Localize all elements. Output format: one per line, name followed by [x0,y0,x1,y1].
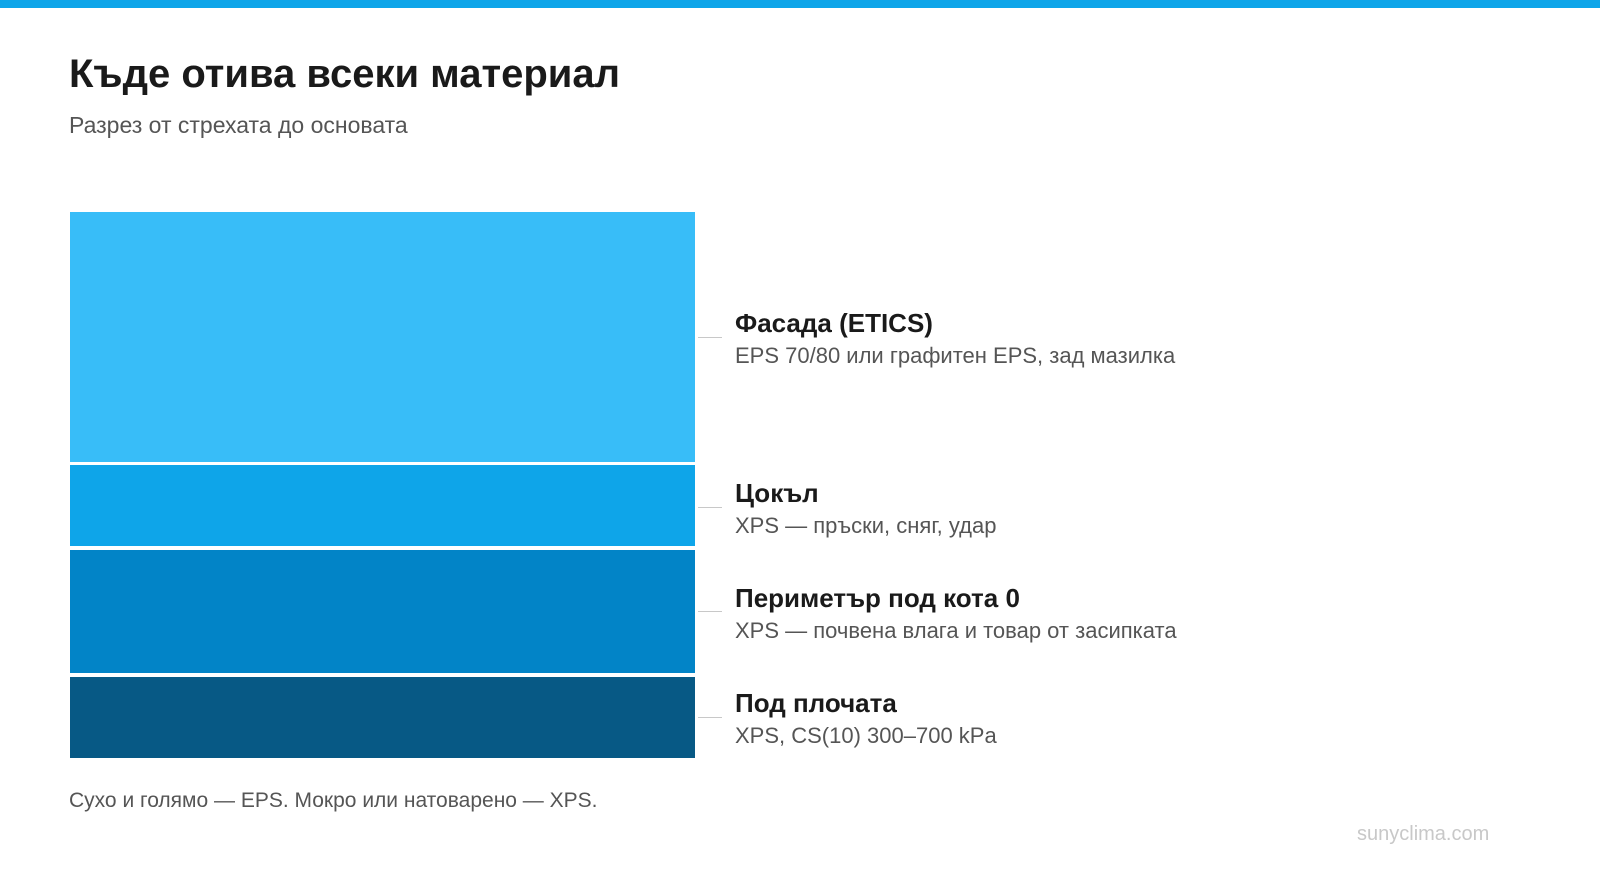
layer-under-slab-block [70,677,695,758]
page-title: Къде отива всеки материал [69,52,620,96]
layer-facade-title: Фасада (ETICS) [735,308,933,338]
site-watermark: sunyclima.com [1357,823,1490,845]
layer-facade-description: EPS 70/80 или графитен EPS, зад мазилка [735,343,1176,368]
layer-plinth-leader [698,507,722,508]
layer-plinth-block [70,465,695,546]
layer-perimeter-label: Периметър под кота 0 XPS — почвена влага… [735,583,1177,644]
top-accent-bar [0,0,1600,8]
layer-plinth-description: XPS — пръски, сняг, удар [735,513,997,538]
layer-under-slab-description: XPS, CS(10) 300–700 kPa [735,723,997,748]
layer-under-slab-leader [698,717,722,718]
footnote: Сухо и голямо — EPS. Мокро или натоварен… [69,789,598,812]
page-subtitle: Разрез от стрехата до основата [69,112,408,138]
layer-perimeter-description: XPS — почвена влага и товар от засипката [735,618,1177,643]
layer-perimeter-title: Периметър под кота 0 [735,583,1020,613]
layer-facade-label: Фасада (ETICS) EPS 70/80 или графитен EP… [735,308,1175,369]
layer-perimeter-block [70,550,695,673]
layer-under-slab-label: Под плочата XPS, CS(10) 300–700 kPa [735,688,997,749]
layer-perimeter-leader [698,611,722,612]
layer-plinth-title: Цокъл [735,478,819,508]
layer-facade-block [70,212,695,462]
layer-facade-leader [698,337,722,338]
layer-plinth-label: Цокъл XPS — пръски, сняг, удар [735,478,997,539]
layer-under-slab-title: Под плочата [735,688,897,718]
